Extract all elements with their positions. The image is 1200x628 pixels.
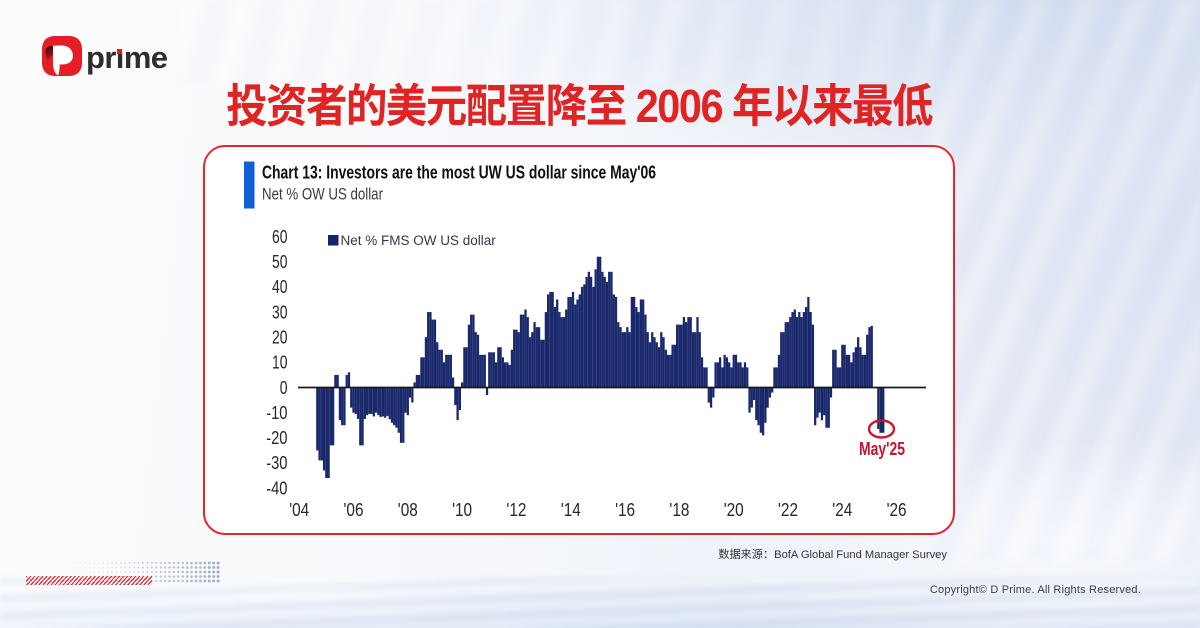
svg-text:20: 20 [272,328,288,348]
svg-text:-10: -10 [266,403,287,423]
svg-text:10: 10 [272,353,288,373]
svg-text:-30: -30 [266,453,287,473]
svg-text:'08: '08 [398,500,418,520]
svg-text:'06: '06 [344,500,364,520]
svg-text:'04: '04 [289,500,309,520]
svg-text:Net % OW US dollar: Net % OW US dollar [262,184,383,203]
svg-text:'14: '14 [561,500,581,520]
svg-text:'16: '16 [615,500,635,520]
svg-text:May'25: May'25 [859,439,905,459]
svg-text:'26: '26 [887,500,907,520]
svg-text:'24: '24 [832,500,852,520]
svg-text:-20: -20 [266,428,287,448]
svg-text:'18: '18 [669,500,689,520]
svg-text:Chart 13: Investors are the mo: Chart 13: Investors are the most UW US d… [262,163,656,183]
svg-text:40: 40 [272,277,288,297]
svg-text:0: 0 [280,378,288,398]
svg-text:30: 30 [272,302,288,322]
svg-text:60: 60 [272,227,288,247]
svg-text:-40: -40 [266,478,287,498]
svg-text:'22: '22 [778,500,798,520]
svg-text:50: 50 [272,252,288,272]
svg-text:'12: '12 [506,500,526,520]
svg-text:'20: '20 [724,500,744,520]
svg-text:Net % FMS OW US dollar: Net % FMS OW US dollar [341,233,497,248]
svg-text:'10: '10 [452,500,472,520]
